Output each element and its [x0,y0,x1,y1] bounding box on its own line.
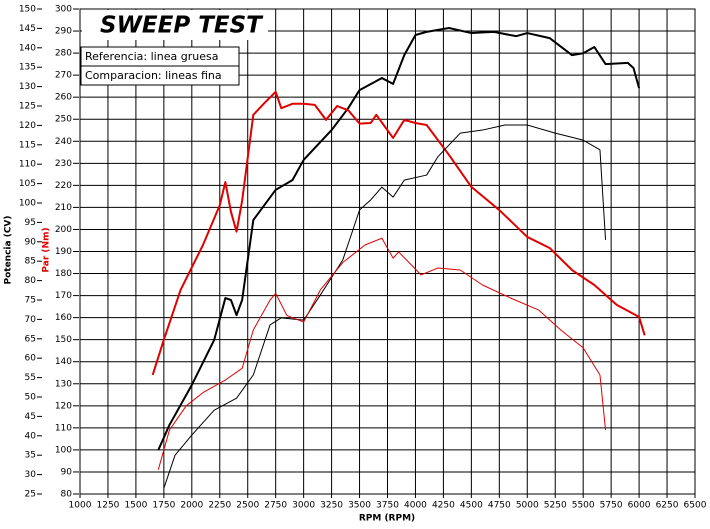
y-axis-label: Potencia (CV) [4,215,14,284]
x-tick-label: 5250 [544,501,567,511]
y-tick-label: 145 [19,24,36,34]
x-tick-label: 5750 [600,501,623,511]
y-tick-label: 85 [25,257,36,267]
y2-tick-label: 110 [55,423,72,433]
series-line [151,90,646,376]
y2-tick-label: 270 [55,71,72,81]
y2-tick-label: 230 [55,159,72,169]
y-tick-label: 75 [25,296,36,306]
y2-tick-label: 100 [55,445,72,455]
y2-tick-label: 160 [55,313,72,323]
y-tick-label: 100 [19,199,36,209]
x-tick-label: 4500 [460,501,483,511]
chart-title: SWEEP TEST [100,13,264,39]
x-tick-label: 3500 [348,501,371,511]
x-tick-label: 6500 [684,501,707,511]
y-tick-label: 105 [19,179,36,189]
y-tick-label: 35 [25,451,36,461]
y2-tick-label: 250 [55,115,72,125]
y-tick-label: 110 [19,160,36,170]
x-tick-label: 1500 [124,501,147,511]
x-tick-label: 2250 [208,501,231,511]
x-tick-label: 1250 [97,501,120,511]
y2-tick-label: 200 [55,225,72,235]
x-tick-label: 3750 [376,501,399,511]
x-tick-label: 3000 [292,501,315,511]
y-tick-label: 120 [19,121,36,131]
x-tick-label: 4000 [404,501,427,511]
x-tick-label: 5000 [516,501,539,511]
y-tick-label: 55 [25,373,36,383]
x-tick-label: 1000 [69,501,92,511]
legend-entry: Referencia: linea gruesa [85,50,218,63]
y-tick-label: 95 [25,218,36,228]
y2-tick-label: 130 [55,379,72,389]
y2-tick-label: 140 [55,357,72,367]
x-tick-label: 2500 [236,501,259,511]
y2-tick-label: 240 [55,137,72,147]
y-tick-label: 125 [19,102,36,112]
y2-tick-label: 180 [55,269,72,279]
x-tick-label: 1750 [152,501,175,511]
x-axis-label: RPM (RPM) [359,514,415,524]
title-box [82,10,268,40]
y-tick-label: 65 [25,334,36,344]
y-tick-label: 115 [19,140,36,150]
x-tick-label: 4750 [488,501,511,511]
y2-tick-label: 80 [61,490,73,500]
y-tick-label: 50 [25,393,37,403]
series-line [157,237,607,470]
series-line [157,27,641,451]
y-tick-label: 80 [25,276,37,286]
y-tick-label: 30 [25,470,37,480]
y2-tick-label: 220 [55,181,72,191]
y-tick-label: 140 [19,43,36,53]
y2-axis-label: Par (Nm) [42,227,52,272]
y2-tick-label: 210 [55,203,72,213]
y2-tick-label: 150 [55,335,72,345]
y2-tick-label: 190 [55,247,72,257]
y2-tick-label: 300 [55,5,72,15]
y-tick-label: 135 [19,63,36,73]
y-tick-label: 90 [25,237,37,247]
y2-tick-label: 170 [55,291,72,301]
y-tick-label: 25 [25,490,36,500]
y-tick-label: 60 [25,354,37,364]
y2-tick-label: 280 [55,49,72,59]
x-tick-label: 2750 [264,501,287,511]
x-tick-label: 4250 [432,501,455,511]
y2-tick-label: 90 [61,467,73,477]
x-tick-label: 3250 [320,501,343,511]
y2-tick-label: 120 [55,401,72,411]
y-tick-label: 45 [25,412,36,422]
y2-tick-label: 290 [55,27,72,37]
y-tick-label: 150 [19,5,36,15]
legend-entry: Comparacion: lineas fina [85,69,222,82]
y2-tick-label: 260 [55,93,72,103]
plot-frame [79,8,696,495]
x-tick-label: 5500 [572,501,595,511]
x-tick-label: 2000 [180,501,203,511]
y-tick-label: 70 [25,315,37,325]
y-tick-label: 130 [19,82,36,92]
x-tick-label: 6250 [656,501,679,511]
y-tick-label: 40 [25,431,37,441]
series-line [163,124,607,489]
x-tick-label: 6000 [628,501,651,511]
